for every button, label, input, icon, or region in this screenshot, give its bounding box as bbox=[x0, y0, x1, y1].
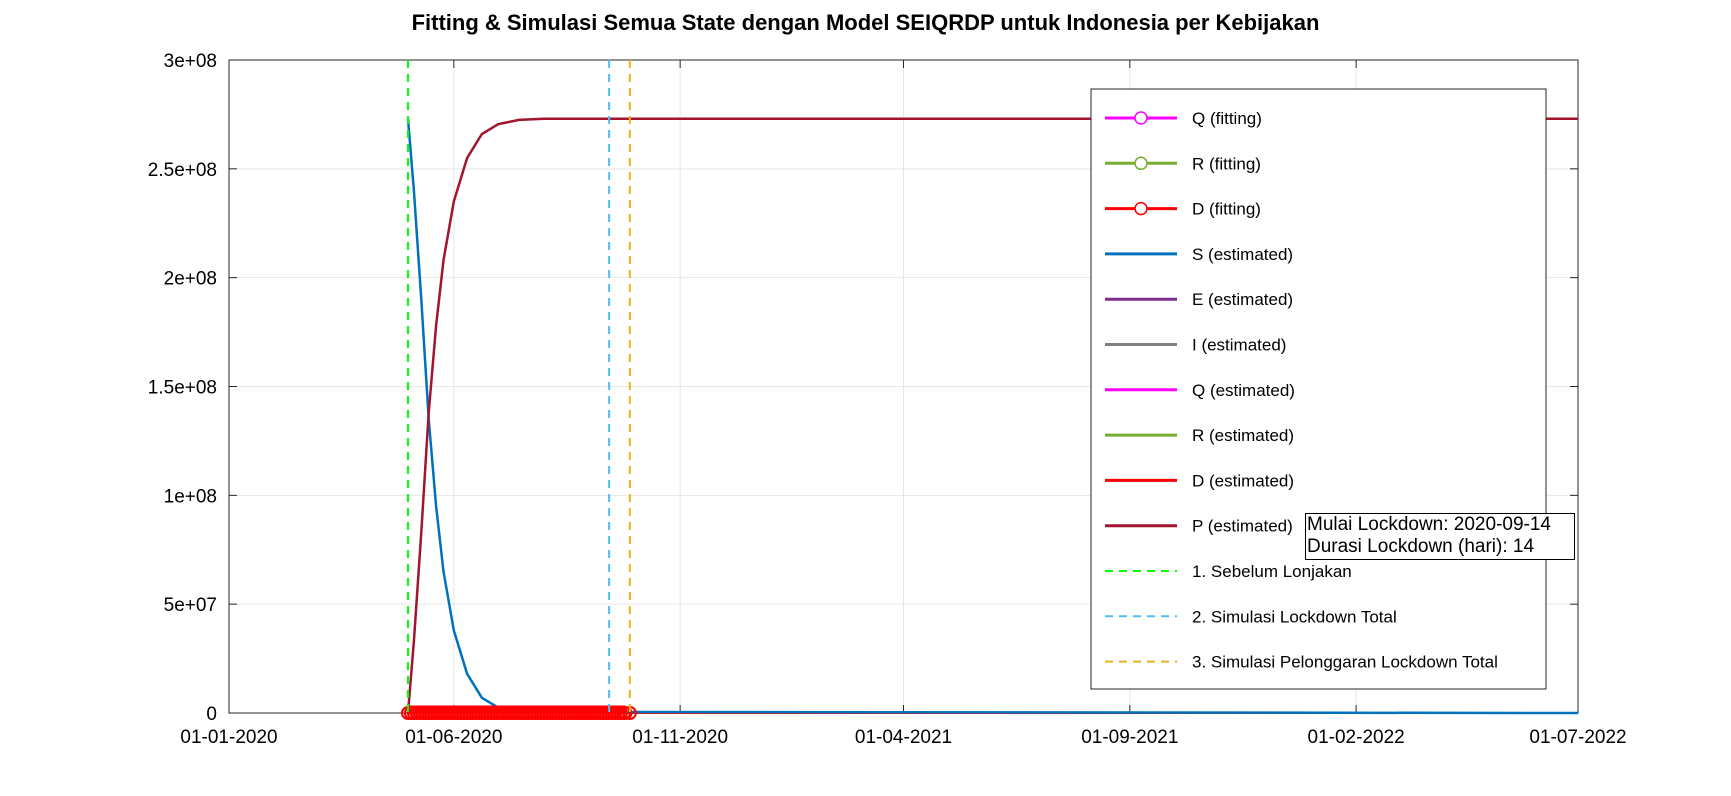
legend-label: S (estimated) bbox=[1192, 245, 1293, 264]
y-tick-label: 3e+08 bbox=[164, 51, 217, 72]
legend-label: 1. Sebelum Lonjakan bbox=[1192, 562, 1352, 581]
y-tick-label: 5e+07 bbox=[164, 595, 217, 616]
fitting-marker-d bbox=[618, 706, 633, 720]
series-line-p-estimated bbox=[406, 117, 1578, 714]
legend-label: Q (fitting) bbox=[1192, 109, 1262, 128]
legend-label: R (estimated) bbox=[1192, 426, 1294, 445]
legend-label: I (estimated) bbox=[1192, 336, 1286, 355]
y-tick-label: 1e+08 bbox=[164, 486, 217, 507]
x-tick-label: 01-02-2022 bbox=[1308, 727, 1405, 748]
annotation-line-1: Mulai Lockdown: 2020-09-14 bbox=[1307, 514, 1551, 535]
legend-label: R (fitting) bbox=[1192, 154, 1261, 173]
legend-marker bbox=[1134, 201, 1148, 216]
chart-title: Fitting & Simulasi Semua State dengan Mo… bbox=[411, 10, 1320, 35]
x-tick-label: 01-01-2020 bbox=[180, 727, 277, 748]
legend-label: 2. Simulasi Lockdown Total bbox=[1192, 607, 1397, 626]
x-tick-label: 01-06-2020 bbox=[405, 727, 502, 748]
legend-label: 3. Simulasi Pelonggaran Lockdown Total bbox=[1192, 653, 1498, 672]
x-tick-label: 01-11-2020 bbox=[632, 727, 728, 748]
legend-marker bbox=[1134, 156, 1148, 171]
x-tick-label: 01-09-2021 bbox=[1081, 727, 1178, 748]
y-tick-label: 0 bbox=[206, 704, 217, 725]
legend-label: D (fitting) bbox=[1192, 200, 1261, 219]
y-tick-label: 2e+08 bbox=[164, 269, 217, 290]
y-tick-label: 2.5e+08 bbox=[148, 160, 217, 181]
legend-marker bbox=[1134, 111, 1148, 125]
legend-label: E (estimated) bbox=[1192, 290, 1293, 309]
x-tick-label: 01-04-2021 bbox=[855, 727, 952, 748]
legend-label: P (estimated) bbox=[1192, 517, 1293, 536]
lockdown-annotation: Mulai Lockdown: 2020-09-14 Durasi Lockdo… bbox=[1305, 513, 1575, 560]
y-tick-label: 1.5e+08 bbox=[148, 378, 217, 399]
annotation-line-2: Durasi Lockdown (hari): 14 bbox=[1307, 536, 1535, 557]
x-tick-label: 01-07-2022 bbox=[1529, 727, 1626, 748]
legend-label: D (estimated) bbox=[1192, 471, 1294, 490]
legend-label: Q (estimated) bbox=[1192, 381, 1295, 400]
